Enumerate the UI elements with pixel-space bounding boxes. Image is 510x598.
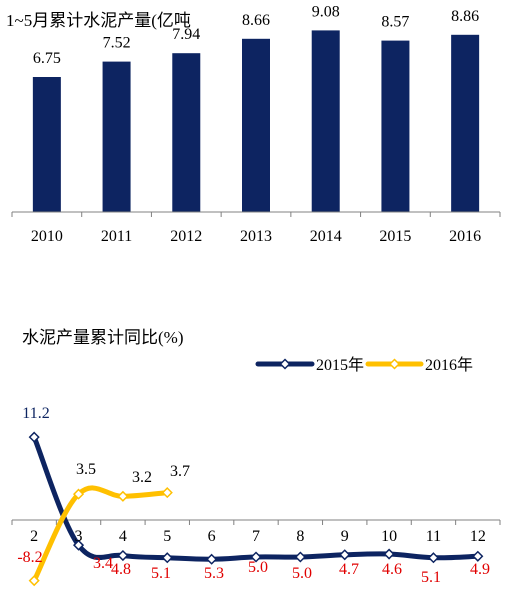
bar-value-label-2012: 7.94 xyxy=(172,26,200,43)
data-label-2015-10: 4.6 xyxy=(382,561,402,578)
x-tick-label-2014: 2014 xyxy=(310,228,342,245)
data-label-2015-7: 5.0 xyxy=(248,559,268,576)
bar-value-label-2013: 8.66 xyxy=(242,12,270,29)
x-tick-label-month-9: 9 xyxy=(341,528,349,545)
x-tick-label-2010: 2010 xyxy=(31,228,63,245)
series-point-2015年-7 xyxy=(250,551,262,563)
x-tick-label-month-7: 7 xyxy=(252,528,260,545)
series-point-2015年-12 xyxy=(472,550,484,562)
series-point-2015年-10 xyxy=(383,548,395,560)
bar-value-label-2016: 8.86 xyxy=(451,8,479,25)
x-tick-label-month-5: 5 xyxy=(163,528,171,545)
x-tick-label-2012: 2012 xyxy=(170,228,202,245)
series-point-2015年-9 xyxy=(339,549,351,561)
legend-label-2016年: 2016年 xyxy=(425,356,473,374)
series-line-2016年 xyxy=(31,485,170,584)
series-point-2015年-4 xyxy=(117,549,129,562)
bar-2013 xyxy=(242,38,270,212)
series-point-2016年-3 xyxy=(72,488,85,500)
data-label-2015-8: 5.0 xyxy=(292,565,312,582)
series-point-2015年-6 xyxy=(206,553,218,565)
x-tick-label-month-8: 8 xyxy=(296,528,304,545)
bar-2012 xyxy=(172,53,201,213)
x-tick-label-month-11: 11 xyxy=(426,528,441,545)
legend-label-2015年: 2015年 xyxy=(316,356,364,374)
data-label-2015-2: 11.2 xyxy=(22,405,49,422)
x-tick-label-month-2: 2 xyxy=(30,528,38,545)
bar-value-label-2010: 6.75 xyxy=(33,50,61,67)
series-point-2015年-8 xyxy=(294,551,306,563)
data-label-2016-3: 3.5 xyxy=(76,461,96,478)
data-label-2015-4: 4.8 xyxy=(111,561,131,578)
bar-value-label-2014: 9.08 xyxy=(312,3,340,20)
x-tick-label-month-12: 12 xyxy=(470,528,486,545)
bar-2010 xyxy=(32,77,61,212)
series-point-2016年-5 xyxy=(161,487,173,499)
data-label-2015-9: 4.7 xyxy=(339,561,359,578)
bar-value-label-2015: 8.57 xyxy=(381,14,409,31)
bar-2014 xyxy=(311,30,340,213)
legend-swatch-marker-2016年 xyxy=(388,358,401,370)
line-chart-title: 水泥产量累计同比(%) xyxy=(22,328,184,347)
data-label-2015-6: 5.3 xyxy=(204,565,224,582)
x-tick-label-month-3: 3 xyxy=(75,528,83,545)
series-point-2015年-5 xyxy=(161,552,173,564)
series-point-2015年-2 xyxy=(28,431,40,443)
legend-swatch-marker-2015年 xyxy=(279,358,291,370)
series-point-2015年-3 xyxy=(72,539,85,551)
bar-2015 xyxy=(381,40,410,212)
x-tick-label-month-10: 10 xyxy=(381,528,397,545)
data-label-2015-3: 3.4 xyxy=(93,555,113,572)
data-label-2016-5: 3.7 xyxy=(170,463,190,480)
bar-value-label-2011: 7.52 xyxy=(103,35,131,52)
data-label-2015-12: 4.9 xyxy=(470,561,490,578)
bar-2011 xyxy=(102,61,131,212)
x-tick-label-2016: 2016 xyxy=(449,228,481,245)
data-label-2015-5: 5.1 xyxy=(151,565,171,582)
data-label-2015-11: 5.1 xyxy=(421,569,441,586)
data-label-2016-2: -8.2 xyxy=(17,549,42,566)
x-tick-label-2015: 2015 xyxy=(379,228,411,245)
bar-chart-title: 1~5月累计水泥产量(亿吨 xyxy=(6,11,191,30)
series-point-2015年-11 xyxy=(427,552,440,564)
x-tick-label-2011: 2011 xyxy=(101,228,132,245)
bar-2016 xyxy=(451,34,480,212)
data-label-2016-4: 3.2 xyxy=(132,469,152,486)
x-tick-label-month-6: 6 xyxy=(208,528,216,545)
x-tick-label-2013: 2013 xyxy=(240,228,272,245)
series-point-2016年-2 xyxy=(28,575,40,587)
series-point-2016年-4 xyxy=(117,490,129,502)
x-tick-label-month-4: 4 xyxy=(119,528,127,545)
